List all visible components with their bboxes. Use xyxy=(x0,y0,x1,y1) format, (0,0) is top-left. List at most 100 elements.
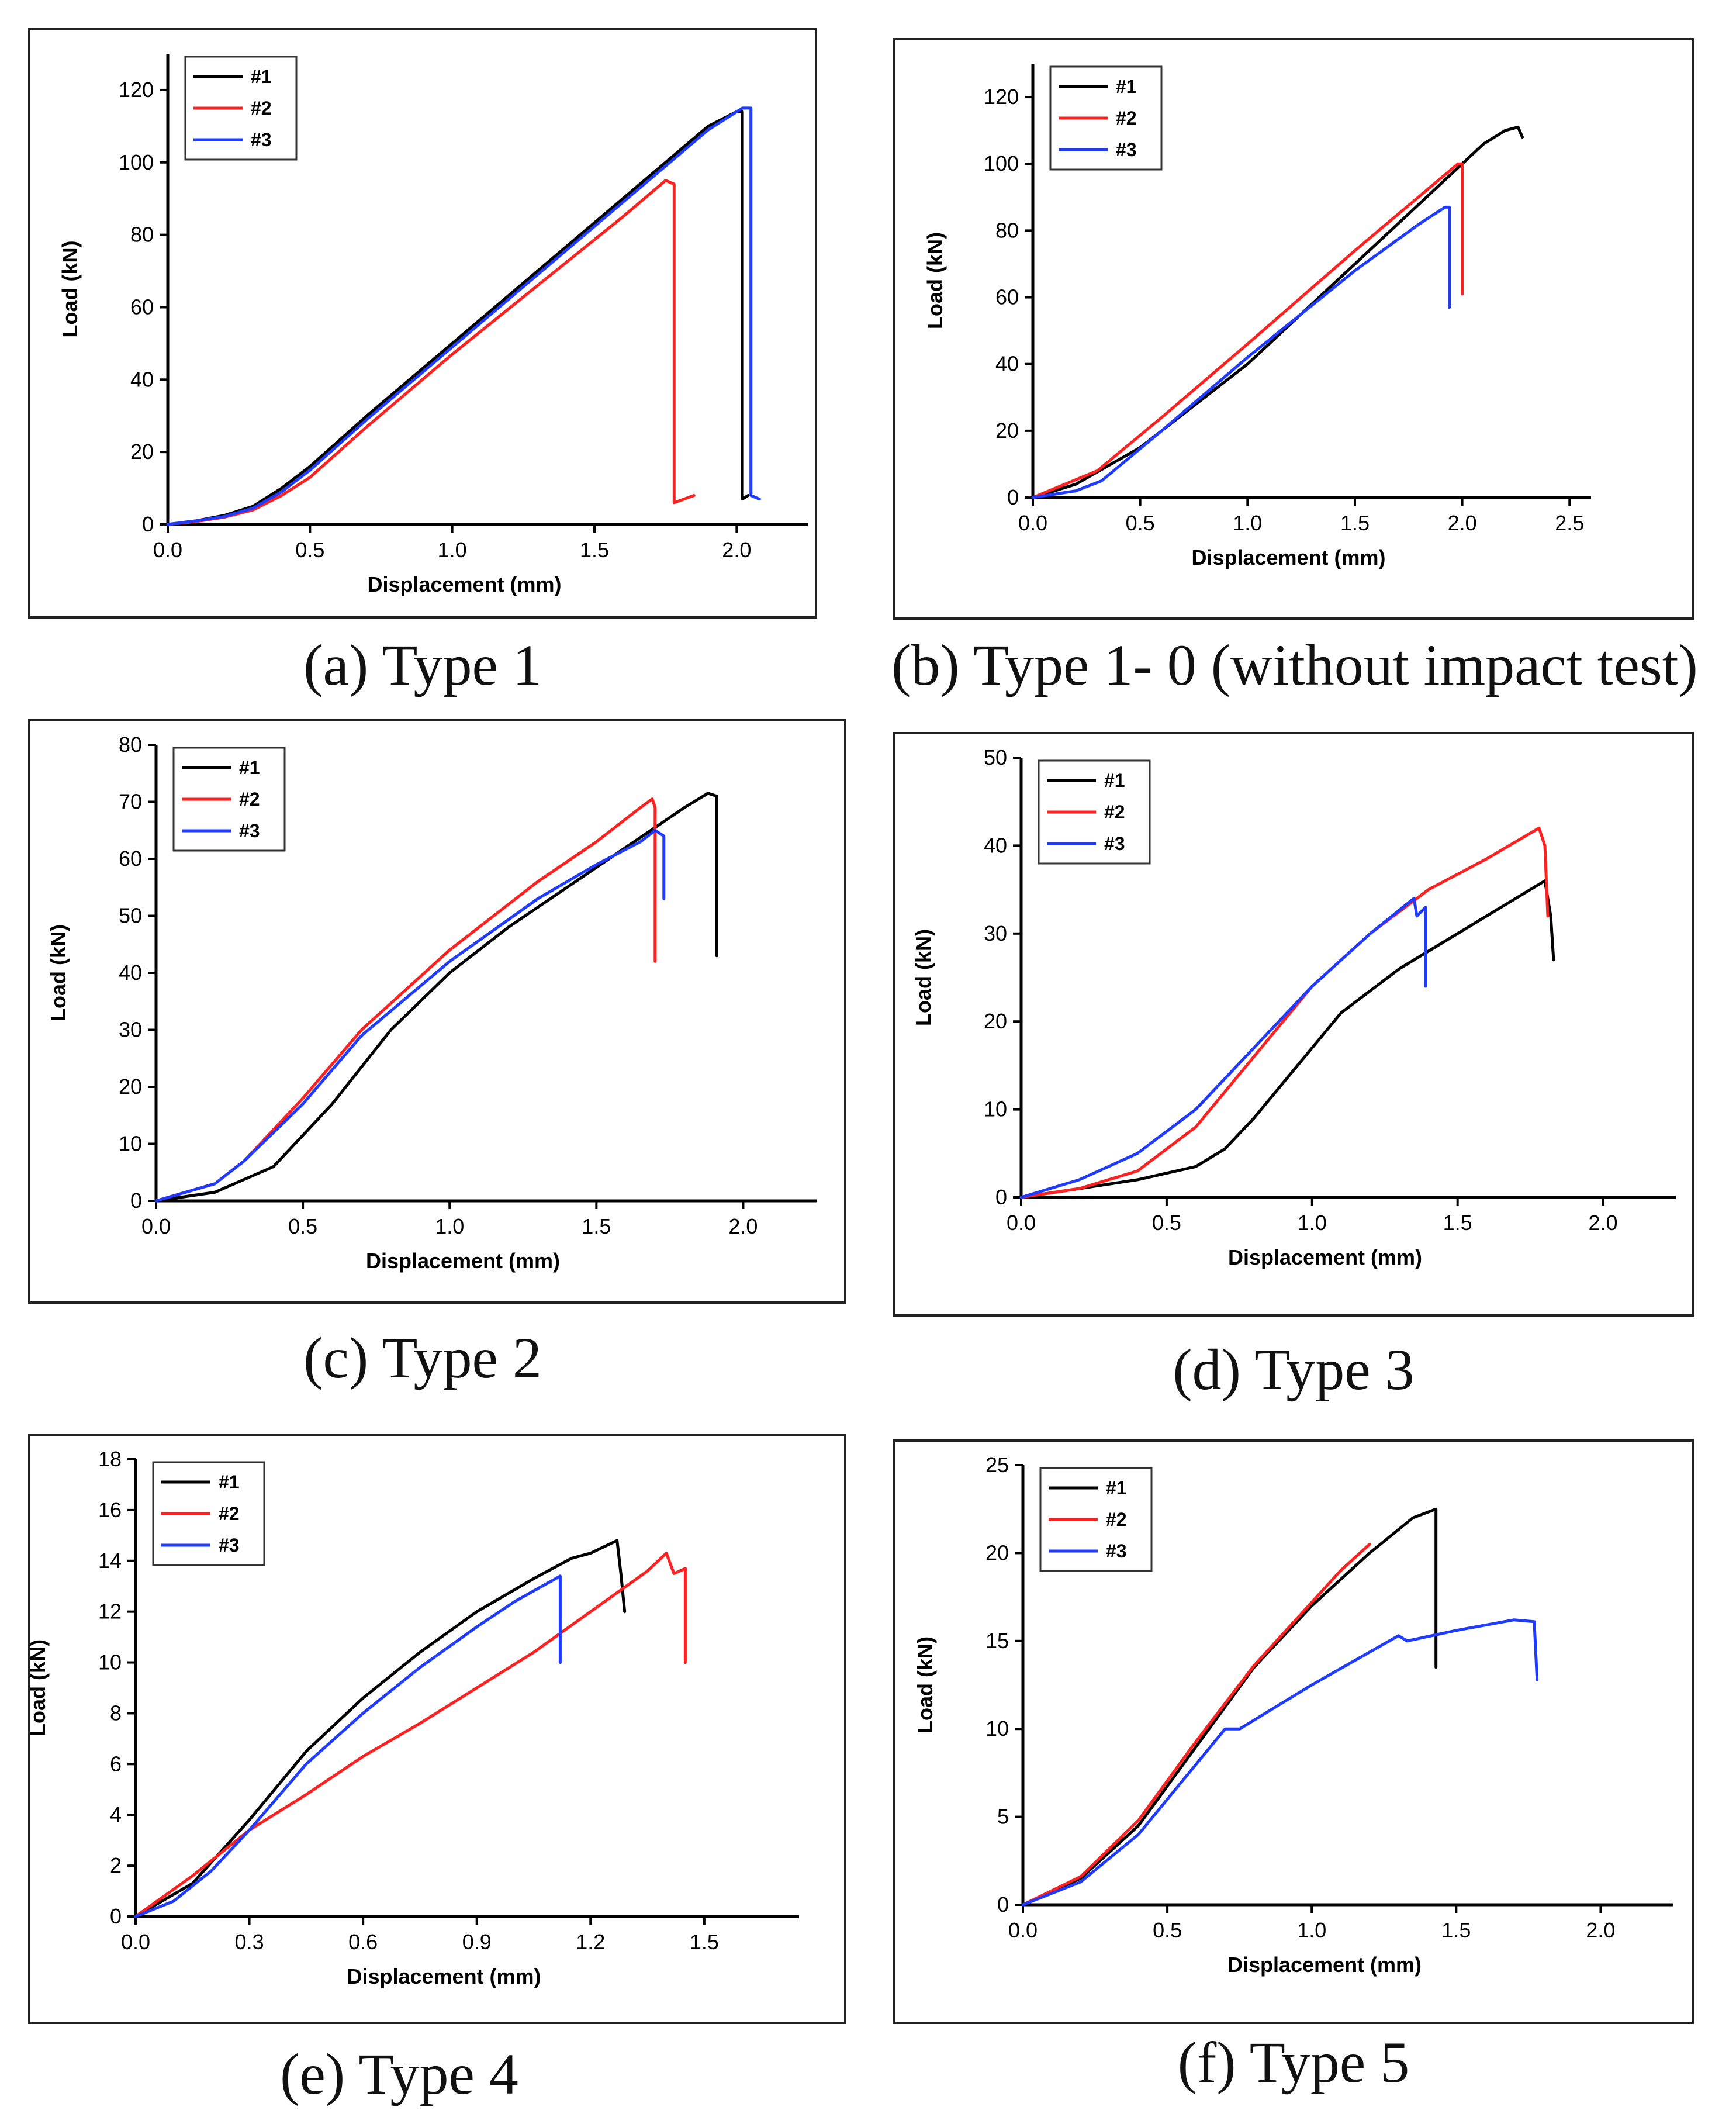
legend-label-3: #3 xyxy=(219,1535,240,1556)
series-line-1 xyxy=(166,110,750,526)
x-tick-label: 0.5 xyxy=(295,538,324,562)
chart-caption-b: (b) Type 1- 0 (without impact test) xyxy=(891,633,1698,697)
x-tick-label: 0.5 xyxy=(1152,1211,1181,1235)
y-tick-label: 10 xyxy=(984,1097,1007,1121)
y-tick-label: 40 xyxy=(119,961,142,985)
legend-label-2: #2 xyxy=(239,789,260,810)
y-axis-title: Load (kN) xyxy=(30,1639,50,1736)
y-tick-label: 25 xyxy=(985,1453,1009,1477)
y-tick-label: 0 xyxy=(130,1189,142,1213)
x-tick-label: 2.0 xyxy=(1448,511,1477,535)
chart-svg-c: 0.0 0.5 1.0 1.5 2.0 0 10 20 30 40 50 60 70 80 Displace… xyxy=(46,733,817,1273)
chart-svg-b: 0.0 0.5 1.0 1.5 2.0 2.5 0 20 40 60 80 100 120 Displac… xyxy=(923,64,1591,569)
y-tick-label: 80 xyxy=(995,218,1019,242)
y-axis-title: Load (kN) xyxy=(58,241,82,338)
y-tick-label: 10 xyxy=(98,1650,122,1674)
x-tick-label: 0.5 xyxy=(1153,1918,1182,1942)
x-tick-label: 1.2 xyxy=(576,1930,605,1954)
y-tick-label: 120 xyxy=(984,85,1019,109)
x-tick-label: 0.0 xyxy=(141,1214,171,1238)
x-tick-label: 0.5 xyxy=(1126,511,1155,535)
chart-panel-c: 0.0 0.5 1.0 1.5 2.0 0 10 20 30 40 50 60 70 80 Displace… xyxy=(28,719,846,1304)
y-tick-label: 30 xyxy=(119,1018,142,1042)
chart-panel-f: 0.0 0.5 1.0 1.5 2.0 0 5 10 15 20 25 Displacement (m… xyxy=(893,1439,1694,2024)
chart-caption-e: (e) Type 4 xyxy=(280,2042,518,2106)
y-tick-label: 40 xyxy=(984,833,1007,857)
y-tick-label: 40 xyxy=(130,367,154,391)
y-tick-label: 60 xyxy=(130,295,154,319)
legend-label-3: #3 xyxy=(1116,139,1137,160)
y-axis-title: Load (kN) xyxy=(913,1636,937,1733)
chart-panel-a: 0.0 0.5 1.0 1.5 2.0 0 20 40 60 80 100 120 Displaceme… xyxy=(28,28,817,619)
x-tick-label: 0.0 xyxy=(1008,1918,1038,1942)
y-tick-label: 0 xyxy=(110,1904,122,1928)
series-line-2 xyxy=(134,1552,687,1918)
x-tick-label: 2.0 xyxy=(1586,1918,1615,1942)
series-line-2 xyxy=(1021,1542,1371,1907)
chart-panel-d: 0.0 0.5 1.0 1.5 2.0 0 10 20 30 40 50 Displacement (… xyxy=(893,732,1694,1317)
y-axis-title: Load (kN) xyxy=(923,232,947,329)
chart-svg-d: 0.0 0.5 1.0 1.5 2.0 0 10 20 30 40 50 Displacement (… xyxy=(911,745,1676,1269)
series-line-3 xyxy=(154,828,666,1203)
chart-panel-b: 0.0 0.5 1.0 1.5 2.0 2.5 0 20 40 60 80 100 120 Displac… xyxy=(893,38,1694,620)
y-tick-label: 8 xyxy=(110,1701,122,1725)
x-tick-label: 0.0 xyxy=(153,538,182,562)
legend-label-3: #3 xyxy=(1104,833,1125,854)
y-tick-label: 18 xyxy=(98,1447,122,1471)
x-tick-label: 2.0 xyxy=(728,1214,758,1238)
y-tick-label: 5 xyxy=(997,1805,1009,1829)
y-tick-label: 50 xyxy=(119,904,142,928)
legend-label-3: #3 xyxy=(239,820,260,841)
chart-caption-a: (a) Type 1 xyxy=(303,633,542,697)
x-tick-label: 0.0 xyxy=(1007,1211,1036,1235)
chart-panel-e: 0.0 0.3 0.6 0.9 1.2 1.5 0 2 4 6 8 10 12 14 16 18 Displac… xyxy=(28,1434,846,2024)
x-tick-label: 0.5 xyxy=(288,1214,317,1238)
legend-label-1: #1 xyxy=(251,66,272,87)
series-line-1 xyxy=(1021,1507,1438,1907)
legend-label-3: #3 xyxy=(251,129,272,150)
legend-label-3: #3 xyxy=(1106,1541,1127,1562)
x-axis-title: Displacement (mm) xyxy=(1227,1953,1422,1977)
x-tick-label: 1.0 xyxy=(438,538,467,562)
y-tick-label: 60 xyxy=(995,285,1019,309)
chart-svg-e: 0.0 0.3 0.6 0.9 1.2 1.5 0 2 4 6 8 10 12 14 16 18 Displac… xyxy=(30,1447,799,1988)
y-tick-label: 14 xyxy=(98,1549,122,1573)
x-tick-label: 1.5 xyxy=(582,1214,611,1238)
legend-label-2: #2 xyxy=(251,98,272,119)
x-tick-label: 1.5 xyxy=(1443,1211,1472,1235)
x-tick-label: 1.5 xyxy=(1340,511,1370,535)
y-tick-label: 120 xyxy=(119,78,154,102)
y-tick-label: 20 xyxy=(984,1009,1007,1033)
x-tick-label: 0.0 xyxy=(1018,511,1047,535)
y-tick-label: 12 xyxy=(98,1600,122,1624)
y-tick-label: 16 xyxy=(98,1498,122,1522)
y-tick-label: 20 xyxy=(985,1541,1009,1564)
y-tick-label: 30 xyxy=(984,921,1007,945)
x-tick-label: 0.3 xyxy=(235,1930,264,1954)
chart-caption-f: (f) Type 5 xyxy=(1177,2030,1410,2095)
x-axis-title: Displacement (mm) xyxy=(367,572,561,596)
y-tick-label: 100 xyxy=(119,150,154,174)
y-axis-title: Load (kN) xyxy=(911,929,935,1026)
series-line-2 xyxy=(1031,162,1464,499)
chart-caption-d: (d) Type 3 xyxy=(1173,1337,1415,1402)
y-tick-label: 60 xyxy=(119,847,142,871)
series-line-1 xyxy=(134,1539,627,1918)
series-line-3 xyxy=(1021,1618,1539,1907)
y-tick-label: 0 xyxy=(995,1185,1007,1209)
legend-label-2: #2 xyxy=(1116,108,1137,129)
x-tick-label: 0.9 xyxy=(462,1930,492,1954)
series-line-3 xyxy=(1019,897,1427,1199)
x-tick-label: 1.5 xyxy=(1441,1918,1471,1942)
y-tick-label: 10 xyxy=(985,1717,1009,1740)
x-tick-label: 0.0 xyxy=(121,1930,150,1954)
series-line-3 xyxy=(1031,205,1451,499)
series-line-1 xyxy=(1031,125,1524,499)
x-axis-title: Displacement (mm) xyxy=(347,1964,541,1988)
y-tick-label: 80 xyxy=(130,223,154,247)
series-line-3 xyxy=(134,1574,562,1918)
x-tick-label: 1.5 xyxy=(690,1930,719,1954)
series-line-3 xyxy=(166,106,761,526)
series-line-1 xyxy=(1019,879,1555,1199)
x-tick-label: 1.0 xyxy=(1298,1211,1327,1235)
